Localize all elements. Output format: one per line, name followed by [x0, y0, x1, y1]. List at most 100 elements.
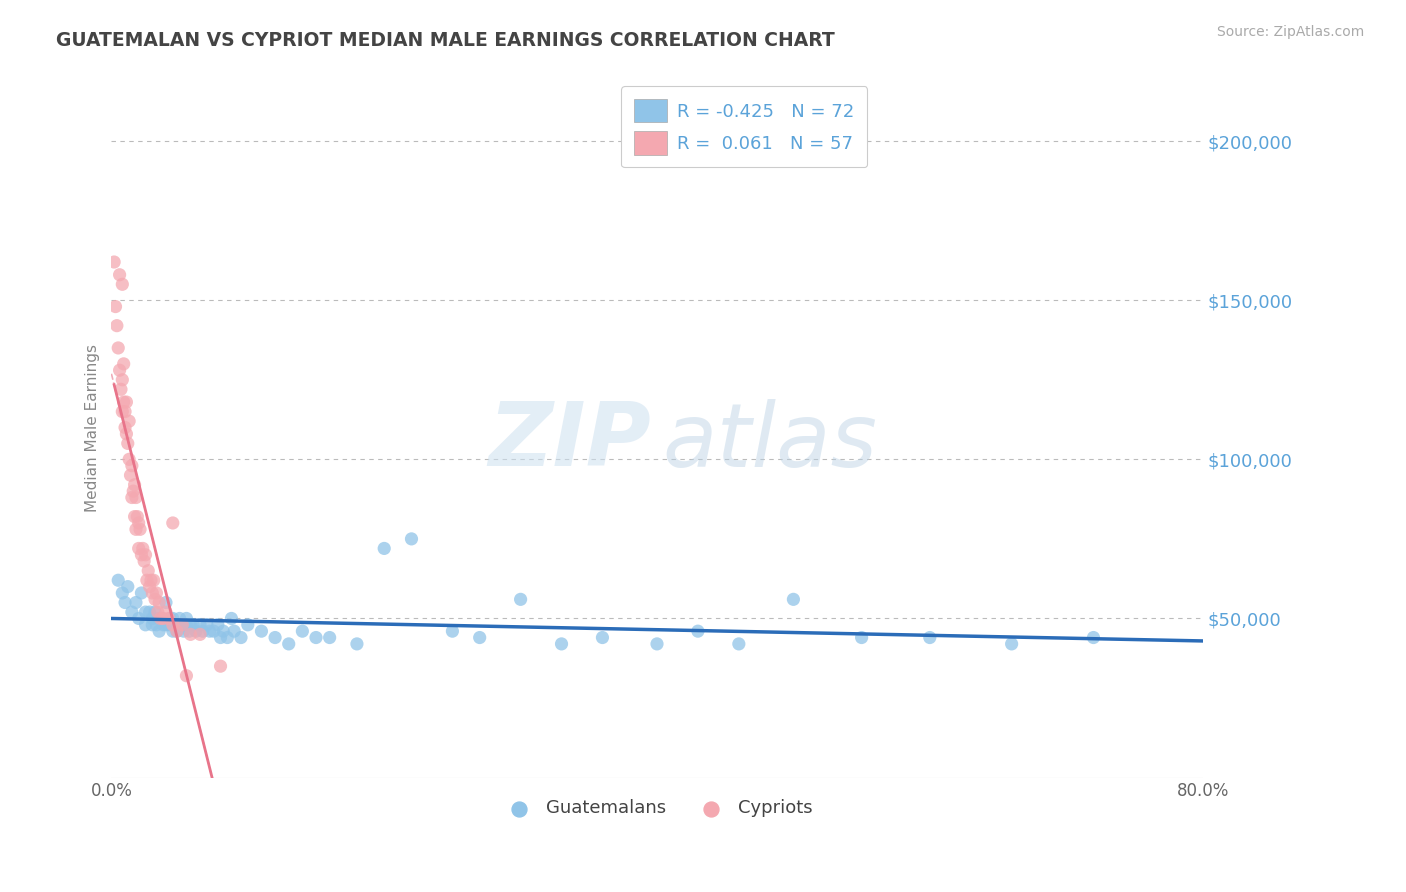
Point [166, 624, 188, 639]
Point [918, 631, 941, 645]
Point [138, 605, 160, 619]
Point [131, 586, 153, 600]
Point [162, 624, 184, 639]
Point [468, 631, 491, 645]
Point [169, 611, 191, 625]
Point [121, 605, 143, 619]
Point [188, 617, 211, 632]
Point [124, 477, 146, 491]
Point [128, 611, 150, 625]
Point [179, 624, 201, 639]
Point [172, 617, 194, 632]
Legend: Guatemalans, Cypriots: Guatemalans, Cypriots [494, 792, 820, 824]
Text: Source: ZipAtlas.com: Source: ZipAtlas.com [1216, 25, 1364, 39]
Point [108, 268, 131, 282]
Point [209, 659, 232, 673]
Point [162, 516, 184, 530]
Point [202, 624, 225, 639]
Point [111, 373, 134, 387]
Point [121, 491, 143, 505]
Point [159, 611, 181, 625]
Point [173, 624, 195, 639]
Point [129, 522, 152, 536]
Point [176, 669, 198, 683]
Point [104, 300, 127, 314]
Point [782, 592, 804, 607]
Point [110, 382, 132, 396]
Point [181, 617, 204, 632]
Point [184, 624, 207, 639]
Point [509, 592, 531, 607]
Point [157, 617, 180, 632]
Point [165, 617, 187, 632]
Point [686, 624, 709, 639]
Point [155, 617, 177, 632]
Point [277, 637, 299, 651]
Point [188, 627, 211, 641]
Point [141, 611, 163, 625]
Point [107, 574, 129, 588]
Point [121, 458, 143, 473]
Point [401, 532, 423, 546]
Point [143, 605, 166, 619]
Point [136, 564, 159, 578]
Point [125, 595, 148, 609]
Point [114, 404, 136, 418]
Point [138, 580, 160, 594]
Point [346, 637, 368, 651]
Point [141, 586, 163, 600]
Point [291, 624, 314, 639]
Point [120, 468, 142, 483]
Point [143, 592, 166, 607]
Point [122, 484, 145, 499]
Point [176, 611, 198, 625]
Point [224, 624, 246, 639]
Point [264, 631, 287, 645]
Point [118, 452, 141, 467]
Text: ZIP: ZIP [489, 398, 651, 485]
Point [125, 491, 148, 505]
Point [114, 595, 136, 609]
Point [195, 617, 218, 632]
Point [591, 631, 613, 645]
Point [176, 617, 198, 632]
Point [127, 509, 149, 524]
Point [180, 617, 202, 632]
Point [117, 580, 139, 594]
Point [145, 617, 167, 632]
Point [148, 624, 170, 639]
Point [108, 363, 131, 377]
Point [207, 617, 229, 632]
Point [166, 624, 188, 639]
Point [645, 637, 668, 651]
Point [148, 611, 170, 625]
Point [139, 574, 162, 588]
Point [141, 617, 163, 632]
Point [142, 574, 165, 588]
Point [152, 617, 174, 632]
Point [115, 395, 138, 409]
Point [124, 509, 146, 524]
Point [236, 617, 259, 632]
Point [146, 605, 169, 619]
Point [134, 617, 156, 632]
Point [209, 631, 232, 645]
Point [217, 631, 239, 645]
Point [103, 255, 125, 269]
Point [318, 631, 340, 645]
Point [373, 541, 395, 556]
Point [221, 611, 243, 625]
Point [1001, 637, 1024, 651]
Point [162, 611, 184, 625]
Point [172, 617, 194, 632]
Point [191, 624, 214, 639]
Point [131, 548, 153, 562]
Point [134, 605, 156, 619]
Point [229, 631, 252, 645]
Point [132, 541, 155, 556]
Point [851, 631, 873, 645]
Point [117, 436, 139, 450]
Point [125, 522, 148, 536]
Text: atlas: atlas [662, 399, 877, 484]
Text: GUATEMALAN VS CYPRIOT MEDIAN MALE EARNINGS CORRELATION CHART: GUATEMALAN VS CYPRIOT MEDIAN MALE EARNIN… [56, 31, 835, 50]
